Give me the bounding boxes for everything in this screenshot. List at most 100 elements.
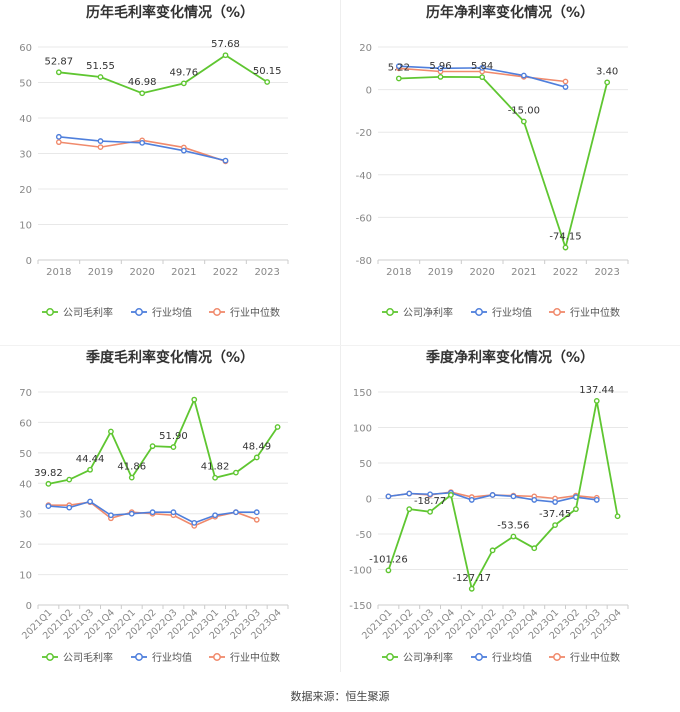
x-tick-label: 2022	[553, 267, 578, 278]
chart-title: 季度毛利率变化情况（%）	[85, 349, 254, 366]
data-label: 50.15	[253, 66, 282, 77]
data-label: 41.82	[201, 462, 230, 473]
y-tick-label: 40	[19, 114, 32, 125]
data-point-company	[264, 79, 271, 85]
y-tick-label: 20	[19, 540, 32, 551]
y-tick-label: 10	[19, 571, 32, 582]
data-label: 3.40	[596, 66, 618, 77]
x-tick-label: 2019	[88, 267, 113, 278]
data-point-company	[385, 567, 392, 574]
data-point-company	[531, 545, 538, 552]
data-point-industry_avg	[562, 84, 569, 90]
legend-label-industry_median: 行业中位数	[570, 306, 620, 319]
legend-swatch-marker	[386, 308, 394, 316]
x-tick-label: 2020	[469, 267, 494, 278]
x-tick-label: 2018	[386, 267, 411, 278]
x-tick-label: 2019	[428, 267, 453, 278]
data-label: -18.77	[414, 496, 446, 507]
data-point-company	[170, 444, 177, 450]
data-point-company	[427, 508, 433, 515]
data-point-industry_avg	[552, 499, 558, 505]
y-tick-label: 50	[359, 459, 372, 470]
legend-label-industry_median: 行业中位数	[230, 651, 280, 664]
data-point-industry_avg	[97, 138, 104, 144]
legend-label-industry_median: 行业中位数	[570, 651, 620, 664]
data-label: 51.55	[86, 61, 115, 72]
data-point-company	[479, 74, 486, 81]
data-label: 44.44	[76, 454, 105, 465]
legend-swatch-marker	[553, 308, 561, 316]
legend-swatch-marker	[46, 653, 54, 661]
data-point-company	[97, 74, 104, 80]
data-point-industry_avg	[437, 65, 444, 72]
data-point-company	[406, 506, 413, 513]
legend-label-industry_median: 行业中位数	[230, 306, 280, 319]
y-tick-label: 150	[353, 388, 372, 399]
data-point-industry_avg	[87, 498, 93, 505]
chart-title: 历年净利率变化情况（%）	[426, 4, 594, 21]
data-point-industry_avg	[385, 493, 392, 500]
data-point-industry_avg	[593, 497, 600, 503]
data-label: 5.84	[471, 61, 493, 72]
legend-swatch-marker	[475, 653, 483, 661]
data-point-industry_avg	[128, 510, 135, 517]
data-point-industry_avg	[149, 509, 156, 516]
data-point-company	[274, 424, 281, 430]
legend-swatch-marker	[475, 308, 483, 316]
data-point-company	[212, 474, 218, 481]
y-tick-label: 60	[19, 418, 32, 429]
data-label: 46.98	[128, 77, 157, 88]
data-label: -101.26	[369, 554, 408, 565]
x-tick-label: 2018	[46, 267, 71, 278]
data-point-industry_median	[562, 78, 569, 85]
legend-swatch-marker	[135, 308, 143, 316]
legend-label-company: 公司净利率	[403, 651, 453, 664]
x-tick-label: 2021	[511, 267, 536, 278]
data-point-industry_avg	[55, 133, 62, 140]
y-tick-label: 0	[26, 601, 32, 612]
data-point-industry_avg	[395, 63, 402, 70]
series-line-company	[58, 54, 268, 95]
chart-title: 季度净利率变化情况（%）	[425, 349, 594, 366]
data-point-company	[552, 522, 558, 528]
x-tick-label: 2023	[594, 267, 619, 278]
data-point-company	[149, 443, 156, 450]
data-point-industry_avg	[468, 497, 475, 503]
data-point-industry_avg	[180, 147, 187, 154]
y-tick-label: 20	[19, 185, 32, 196]
data-label: 52.87	[45, 56, 74, 67]
data-point-company	[191, 396, 198, 403]
data-point-industry_median	[253, 516, 260, 523]
y-tick-label: 0	[366, 86, 372, 97]
data-point-company	[233, 469, 239, 476]
chart-svg: 历年净利率变化情况（%） -80 -60 -40 -20 0 20 2018 2019 2020 2…	[356, 4, 629, 319]
chart-quarterly-net-margin: 季度净利率变化情况（%） -150 -100 -50 0 50 100 150 2021Q1 20…	[340, 345, 680, 690]
y-tick-label: 50	[19, 449, 32, 460]
legend-swatch-marker	[213, 653, 221, 661]
data-source-footer: 数据来源：恒生聚源	[290, 690, 390, 703]
data-point-industry_avg	[479, 64, 486, 71]
data-label: 57.68	[211, 39, 240, 50]
y-tick-label: 40	[19, 479, 32, 490]
data-point-company	[87, 466, 93, 473]
legend-swatch-marker	[213, 308, 221, 316]
data-label: -127.17	[452, 573, 491, 584]
data-point-company	[55, 69, 62, 76]
data-point-company	[573, 506, 579, 513]
data-point-company	[128, 474, 135, 481]
legend-label-industry_avg: 行业均值	[152, 306, 192, 319]
legend-label-company: 公司毛利率	[63, 306, 113, 319]
data-label: -37.45	[539, 509, 571, 520]
y-tick-label: -100	[349, 566, 372, 577]
data-point-company	[448, 492, 454, 498]
data-point-company	[108, 428, 114, 435]
data-point-industry_median	[97, 144, 104, 151]
data-point-company	[489, 547, 496, 554]
data-point-company	[66, 476, 73, 483]
chart-svg: 历年毛利率变化情况（%） 0 10 20 30 40 50 60 2018 2019 2020 202…	[19, 4, 289, 319]
legend-label-industry_avg: 行业均值	[152, 651, 192, 664]
chart-annual-net-margin: 历年净利率变化情况（%） -80 -60 -40 -20 0 20 2018 2019 2020 2…	[340, 0, 680, 345]
data-point-industry_avg	[253, 509, 260, 516]
data-label: 51.90	[159, 431, 188, 442]
data-point-industry_avg	[520, 72, 527, 79]
